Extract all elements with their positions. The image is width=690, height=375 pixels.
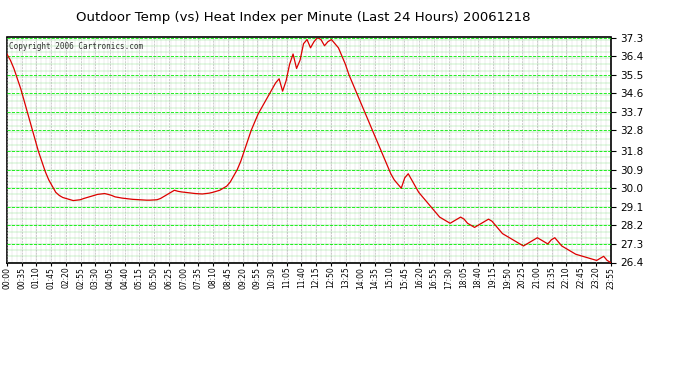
Text: Outdoor Temp (vs) Heat Index per Minute (Last 24 Hours) 20061218: Outdoor Temp (vs) Heat Index per Minute …	[77, 11, 531, 24]
Text: Copyright 2006 Cartronics.com: Copyright 2006 Cartronics.com	[9, 42, 143, 51]
